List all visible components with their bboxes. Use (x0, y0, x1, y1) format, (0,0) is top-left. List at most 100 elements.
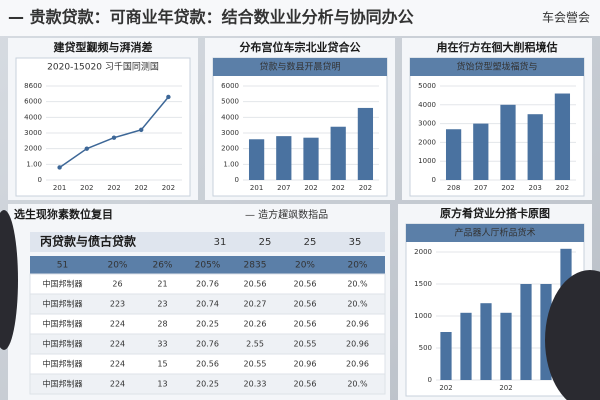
chart-title: 贷款与数县开晨贷明 (259, 61, 340, 73)
y-tick-label: 8600 (24, 82, 42, 90)
y-tick-label: 2000 (24, 145, 42, 153)
y-tick-label: 6000 (24, 98, 42, 106)
top-label: 25 (304, 237, 317, 248)
card-title-bar (406, 224, 584, 242)
table-row (29, 373, 386, 395)
panel-heading: 原方肴贷业分搭卡原图 (440, 206, 550, 220)
table-cell: 中国邦制器 (43, 379, 83, 389)
y-tick-label: 2000 (414, 248, 432, 256)
table-cell: 中国邦制器 (43, 359, 83, 369)
table-cell: 20.96 (346, 360, 369, 369)
column-header: 20% (347, 261, 367, 271)
table-cell: 20.96 (294, 360, 317, 369)
x-tick-label: 202 (499, 384, 512, 392)
table-heading: 选生现狝素数位复目 (14, 207, 113, 221)
y-tick-label: 1000 (414, 312, 432, 320)
bar (330, 126, 346, 180)
card-title-bar (213, 58, 387, 76)
table-cell: 20.26 (244, 320, 267, 329)
y-tick-label: 500 (419, 344, 432, 352)
y-tick-label: 4000 (24, 113, 42, 121)
point (111, 135, 117, 140)
table-title-bar (30, 232, 385, 252)
y-tick-label: 3000 (24, 129, 42, 137)
table-header-bar (30, 256, 385, 274)
y-tick-label: 0 (38, 176, 42, 184)
person-silhouette (545, 270, 600, 400)
column-header: 205% (195, 261, 221, 271)
table-cell: 20.56 (294, 280, 317, 289)
bar (303, 137, 319, 180)
table-cell: 224 (110, 320, 125, 329)
table-cell: 2.55 (246, 340, 264, 349)
point (57, 165, 62, 170)
chart-title: 货饴贷型塑垅福货与 (456, 61, 537, 73)
person-silhouette (0, 210, 18, 350)
table-subheading: — 造方趯飒数指品 (245, 208, 328, 221)
bar (357, 107, 374, 180)
panel-heading: 分布宫位车宗北业贷合公 (240, 40, 361, 54)
y-tick-label: 4000 (221, 113, 239, 121)
bar (520, 284, 532, 380)
top-label: 31 (214, 237, 227, 248)
y-tick-label: 3000 (221, 129, 239, 137)
table-cell: 223 (110, 300, 125, 309)
table-cell: 20.% (347, 280, 368, 289)
column-header: 20% (295, 261, 315, 271)
x-tick-label: 201 (250, 184, 263, 192)
table-cell: 28 (157, 320, 167, 329)
x-tick-label: 202 (359, 184, 372, 192)
bar (440, 332, 452, 380)
table-cell: 20.25 (196, 380, 219, 389)
table-cell: 33 (157, 340, 167, 349)
y-tick-label: 0 (235, 176, 239, 184)
point (166, 94, 171, 100)
y-tick-label: 6000 (221, 82, 239, 90)
panel-heading: 甪在行方在徊大削稆境估 (437, 40, 558, 54)
header-bar (0, 0, 600, 36)
y-tick-label: 1.00 (26, 160, 42, 168)
y-tick-label: 3000 (418, 120, 436, 128)
table-cell: 20.74 (196, 300, 219, 309)
table-cell: 13 (157, 380, 167, 389)
table-cell: 中国邦制器 (43, 299, 83, 309)
table-cell: 20.% (347, 380, 368, 389)
bar (500, 104, 516, 180)
x-tick-label: 203 (529, 184, 542, 192)
table-cell: 20.56 (294, 300, 317, 309)
y-tick-label: 5000 (418, 82, 436, 90)
bar (445, 129, 462, 180)
y-tick-label: 0 (428, 376, 432, 384)
table-cell: 20.25 (196, 320, 219, 329)
table-cell: 20.96 (346, 320, 369, 329)
column-header: 20% (107, 261, 127, 271)
column-header: 51 (57, 261, 68, 271)
table-cell: 20.76 (196, 280, 219, 289)
x-tick-label: 202 (80, 184, 93, 192)
x-tick-label: 202 (439, 384, 452, 392)
x-tick-label: 202 (332, 184, 345, 192)
bar (554, 93, 571, 180)
bar (248, 139, 265, 180)
table-cell: 20.56 (196, 360, 219, 369)
bar (480, 303, 492, 380)
table-title: 丙贷款与偾古贷款 (40, 234, 137, 249)
table-cell: 224 (110, 380, 125, 389)
x-tick-label: 202 (501, 184, 514, 192)
bar (473, 123, 489, 180)
card (15, 57, 191, 197)
bar (460, 312, 472, 380)
table-cell: 15 (157, 360, 167, 369)
table-cell: 20.27 (244, 300, 267, 309)
y-tick-label: 4000 (418, 101, 436, 109)
point (84, 146, 90, 151)
header-title: — 贵款贷款：可商业年贷款：结合数业业分析与协同办公 (8, 8, 414, 27)
column-header: 26% (152, 261, 172, 271)
y-tick-label: 2000 (221, 145, 239, 153)
x-tick-label: 202 (162, 184, 175, 192)
x-tick-label: 201 (53, 184, 66, 192)
table-cell: 20.55 (294, 340, 317, 349)
table-cell: 20.33 (244, 380, 267, 389)
x-tick-label: 202 (107, 184, 120, 192)
